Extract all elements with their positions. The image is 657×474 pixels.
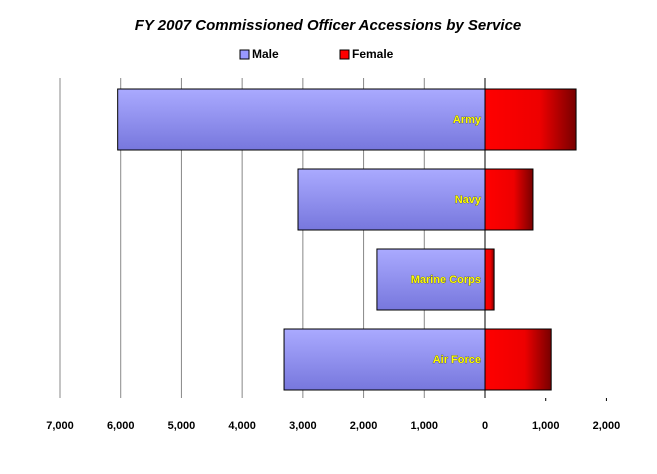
category-label: Air Force: [433, 354, 481, 366]
category-label: Army: [453, 114, 482, 126]
bar: [283, 328, 486, 391]
x-tick-label: 1,000: [532, 420, 560, 432]
x-tick-label: 7,000: [46, 420, 74, 432]
chart-title: FY 2007 Commissioned Officer Accessions …: [135, 17, 522, 34]
legend-label: Female: [352, 47, 394, 61]
x-tick-label: 2,000: [593, 420, 621, 432]
bar: [484, 168, 534, 231]
x-tick-label: 3,000: [289, 420, 317, 432]
x-tick-label: 0: [482, 420, 488, 432]
x-tick-label: 5,000: [168, 420, 196, 432]
x-tick-label: 2,000: [350, 420, 378, 432]
legend: Male Female: [239, 47, 394, 61]
legend-label: Male: [252, 47, 279, 61]
bar: [376, 248, 486, 311]
category-label: Navy: [455, 194, 482, 206]
bar: [117, 88, 486, 151]
bar: [484, 248, 495, 311]
x-tick-label: 6,000: [107, 420, 135, 432]
legend-swatch: [239, 49, 250, 60]
legend-swatch: [339, 49, 350, 60]
category-label: Marine Corps: [411, 274, 481, 286]
bar: [484, 328, 552, 391]
bar: [484, 88, 577, 151]
x-tick-label: 1,000: [411, 420, 439, 432]
x-tick-label: 4,000: [228, 420, 256, 432]
